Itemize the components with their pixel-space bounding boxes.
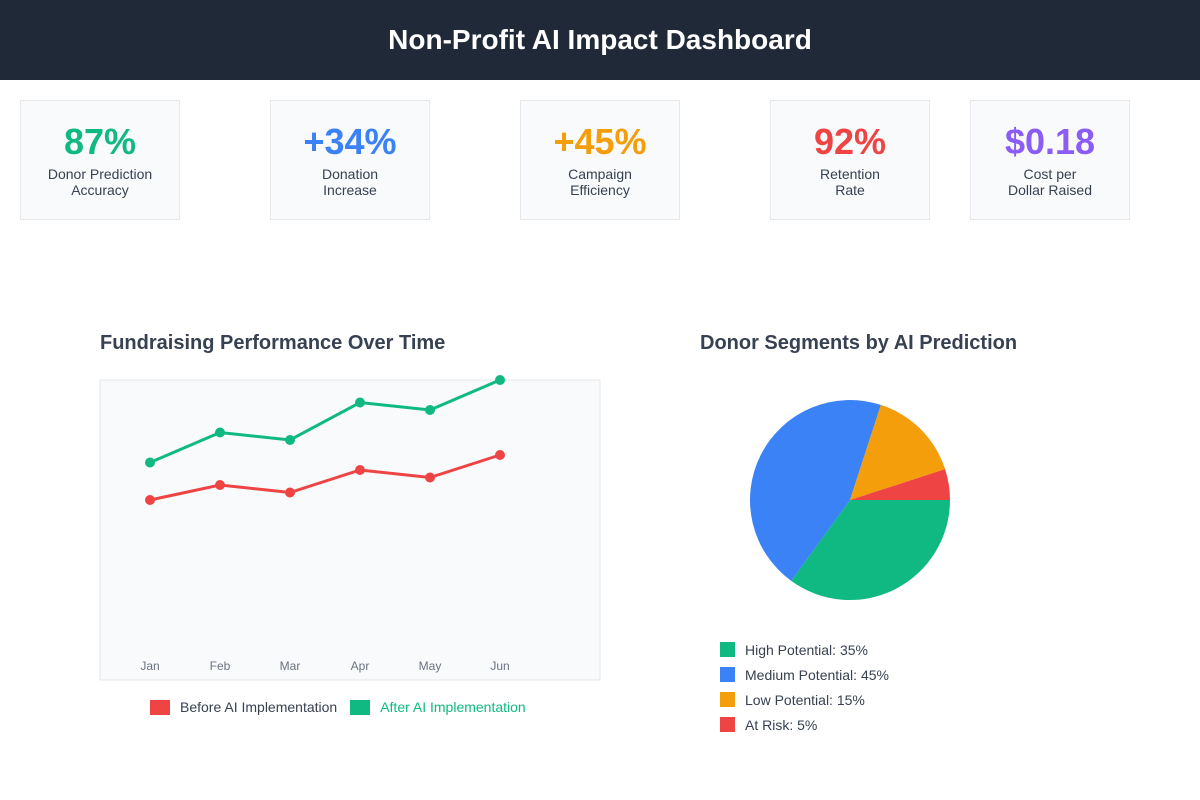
- kpi-value: +34%: [303, 121, 397, 162]
- data-point: [145, 495, 155, 505]
- x-tick-label: Jun: [490, 659, 509, 673]
- pie-legend-swatch: [720, 717, 735, 732]
- pie-legend-swatch: [720, 667, 735, 682]
- data-point: [355, 465, 365, 475]
- data-point: [215, 427, 225, 438]
- pie-legend-label: Low Potential: 15%: [745, 691, 865, 708]
- x-tick-label: May: [419, 659, 442, 673]
- line-chart-plot-area: [99, 379, 601, 681]
- legend-swatch-after: [350, 699, 371, 715]
- series-line-before: [149, 453, 501, 502]
- kpi-card-retention-rate: 92% Retention Rate: [770, 100, 930, 220]
- pie-legend-item: At Risk: 5%: [720, 712, 889, 737]
- line-chart-title: Fundraising Performance Over Time: [100, 332, 446, 354]
- data-point: [425, 405, 435, 415]
- pie-legend-label: High Potential: 35%: [745, 641, 868, 658]
- dashboard-header: Non-Profit AI Impact Dashboard: [0, 0, 1200, 80]
- kpi-label: Cost per Dollar Raised: [1007, 166, 1093, 198]
- pie-chart-legend: High Potential: 35% Medium Potential: 45…: [720, 637, 889, 737]
- data-point: [425, 472, 435, 483]
- legend-label-before: Before AI Implementation: [180, 699, 338, 715]
- pie-legend-item: Medium Potential: 45%: [720, 662, 889, 687]
- pie-slice-medium-potential: [750, 400, 881, 581]
- kpi-card-campaign-efficiency: +45% Campaign Efficiency: [520, 100, 680, 220]
- pie-slice-at-risk: [850, 469, 950, 500]
- data-point: [355, 397, 365, 408]
- x-tick-label: Jan: [140, 659, 159, 673]
- pie-legend-item: High Potential: 35%: [720, 637, 889, 662]
- kpi-card-cost-per-dollar: $0.18 Cost per Dollar Raised: [970, 100, 1130, 220]
- kpi-value: 92%: [813, 121, 887, 162]
- data-point: [145, 457, 155, 468]
- data-point: [495, 375, 505, 385]
- x-tick-label: Feb: [210, 659, 231, 673]
- kpi-value: 87%: [63, 121, 137, 162]
- kpi-value: +45%: [553, 121, 647, 162]
- kpi-label: Campaign Efficiency: [568, 166, 632, 198]
- data-point: [215, 480, 225, 490]
- data-point: [285, 487, 295, 498]
- kpi-label: Donor Prediction Accuracy: [47, 166, 153, 198]
- kpi-label: Donation Increase: [321, 166, 379, 198]
- line-chart-legend: Before AI Implementation After AI Implem…: [150, 699, 526, 715]
- pie-legend-item: Low Potential: 15%: [720, 687, 889, 712]
- kpi-label: Retention Rate: [820, 166, 880, 198]
- kpi-card-donation-increase: +34% Donation Increase: [270, 100, 430, 220]
- pie-legend-label: Medium Potential: 45%: [745, 666, 889, 683]
- legend-swatch-before: [150, 699, 170, 715]
- x-tick-label: Apr: [351, 659, 370, 673]
- pie-slice-high-potential: [791, 500, 950, 600]
- pie-legend-swatch: [720, 642, 735, 657]
- legend-label-after: After AI Implementation: [380, 699, 526, 715]
- pie-chart-title: Donor Segments by AI Prediction: [700, 332, 1018, 354]
- data-point: [285, 435, 295, 445]
- series-line-after: [149, 378, 501, 464]
- kpi-card-donor-prediction: 87% Donor Prediction Accuracy: [20, 100, 180, 220]
- pie-legend-label: At Risk: 5%: [745, 716, 818, 733]
- pie-legend-swatch: [720, 692, 735, 707]
- page-title: Non-Profit AI Impact Dashboard: [388, 24, 812, 55]
- kpi-value: $0.18: [1004, 121, 1096, 162]
- x-tick-label: Mar: [280, 659, 301, 673]
- pie-slice-low-potential: [850, 404, 946, 500]
- data-point: [495, 450, 505, 460]
